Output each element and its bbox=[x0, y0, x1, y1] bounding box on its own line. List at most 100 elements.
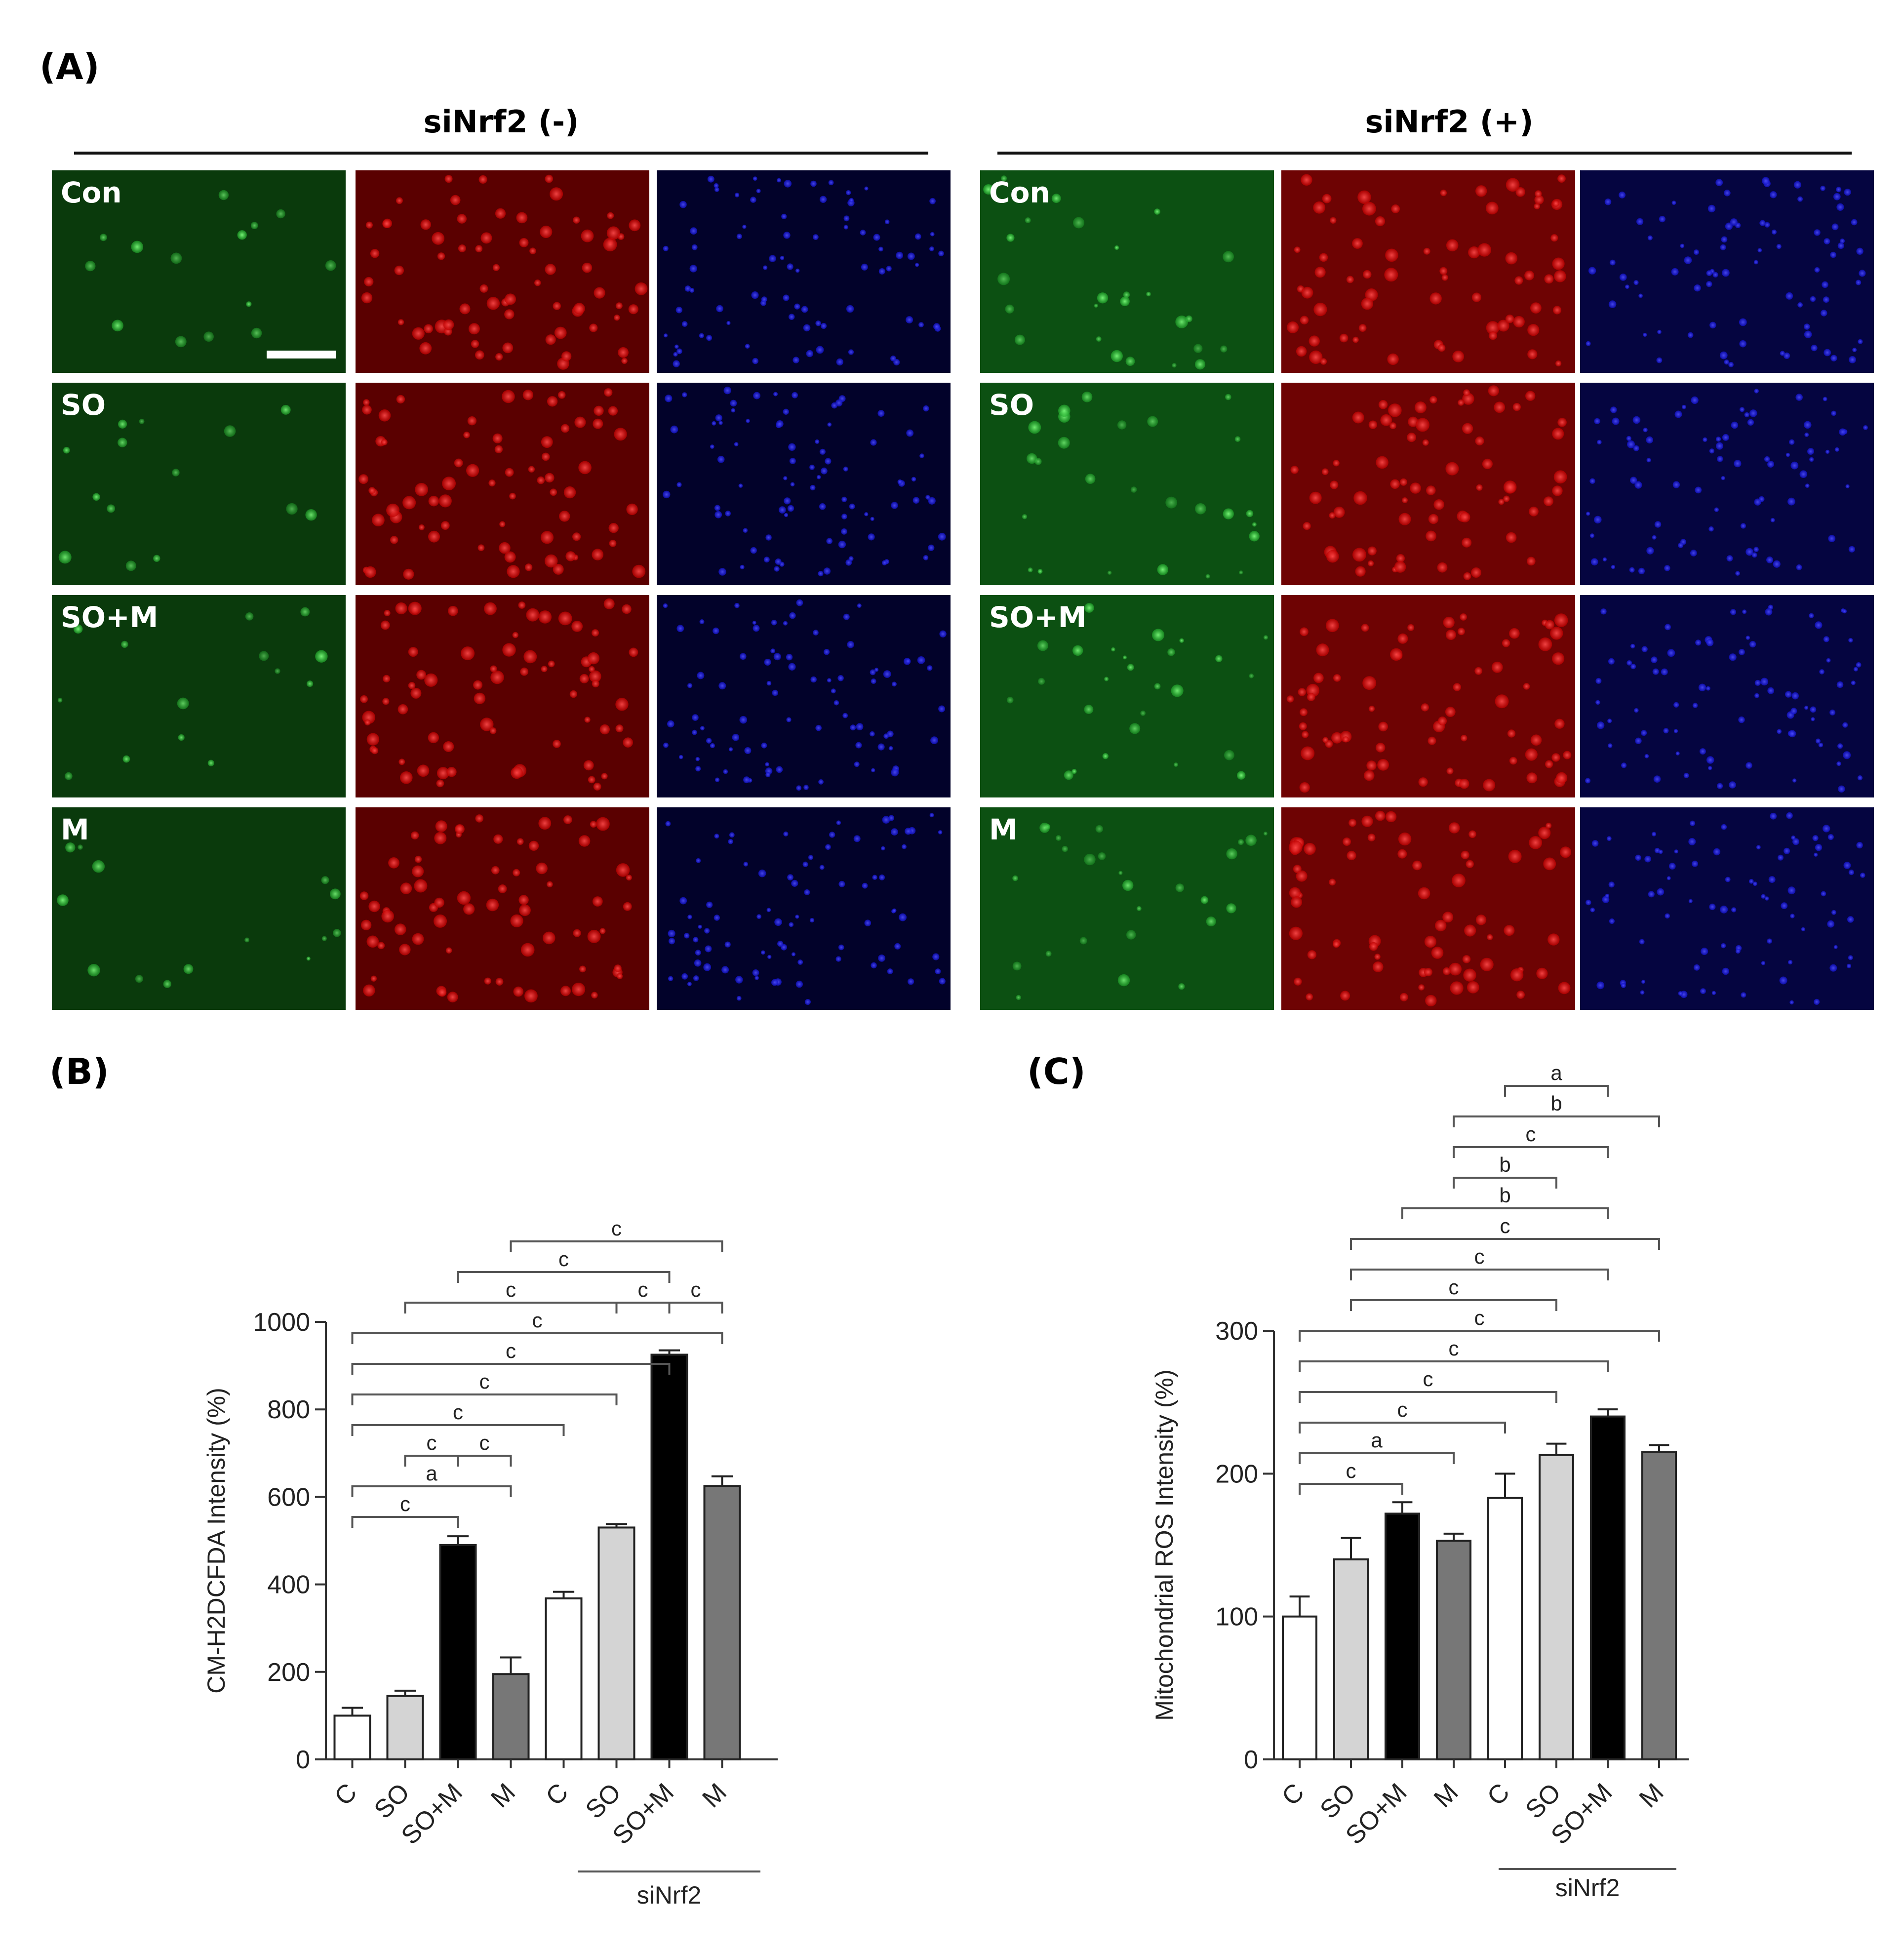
cell-spot bbox=[1426, 530, 1437, 542]
cell-spot bbox=[1399, 993, 1408, 1001]
chart-c-significance-bracket bbox=[1350, 1269, 1609, 1280]
cell-spot bbox=[1797, 302, 1803, 308]
cell-spot bbox=[1457, 628, 1465, 636]
cell-spot bbox=[1753, 547, 1759, 552]
cell-spot bbox=[1688, 837, 1696, 845]
cell-spot bbox=[629, 219, 641, 232]
cell-spot bbox=[495, 978, 504, 986]
cell-spot bbox=[732, 734, 740, 741]
cell-spot bbox=[1822, 281, 1828, 288]
cell-spot bbox=[740, 653, 747, 660]
cell-spot bbox=[131, 240, 144, 253]
cell-spot bbox=[489, 727, 497, 734]
cell-spot bbox=[1709, 448, 1714, 454]
cell-spot bbox=[1551, 753, 1560, 762]
cell-spot bbox=[1462, 955, 1471, 963]
micrograph-plus-so-m-green bbox=[980, 595, 1274, 797]
cell-spot bbox=[1751, 552, 1757, 558]
cell-spot bbox=[1651, 656, 1658, 663]
cell-spot bbox=[1770, 191, 1777, 199]
cell-spot bbox=[1739, 407, 1745, 412]
cell-spot bbox=[603, 238, 617, 252]
cell-spot bbox=[1678, 542, 1684, 548]
cell-spot bbox=[1062, 845, 1068, 852]
cell-spot bbox=[938, 532, 946, 541]
cell-spot bbox=[604, 388, 613, 397]
cell-spot bbox=[1390, 479, 1400, 489]
cell-spot bbox=[491, 866, 500, 875]
cell-spot bbox=[792, 392, 798, 398]
cell-spot bbox=[1461, 850, 1469, 860]
cell-spot bbox=[691, 244, 698, 250]
chart-b-significance-label: c bbox=[453, 1400, 463, 1424]
cell-spot bbox=[1739, 649, 1745, 655]
cell-spot bbox=[1322, 194, 1332, 203]
chart-b-x-tick-label: SO+M bbox=[396, 1778, 468, 1850]
cell-spot bbox=[57, 894, 69, 906]
cell-spot bbox=[1608, 881, 1615, 888]
cell-spot bbox=[864, 512, 869, 517]
cell-spot bbox=[436, 779, 444, 788]
cell-spot bbox=[1309, 335, 1320, 347]
cell-spot bbox=[372, 514, 385, 526]
cell-spot bbox=[1547, 933, 1560, 946]
cell-spot bbox=[1738, 716, 1745, 723]
cell-spot bbox=[218, 190, 229, 200]
cell-spot bbox=[1633, 280, 1639, 285]
cell-spot bbox=[468, 323, 480, 335]
chart-b-x-tick-label: C bbox=[329, 1778, 362, 1811]
cell-spot bbox=[1238, 839, 1244, 845]
chart-b-bar bbox=[650, 1353, 688, 1760]
cell-spot bbox=[1773, 560, 1781, 568]
cell-spot bbox=[445, 947, 452, 954]
cell-spot bbox=[1471, 292, 1481, 302]
cell-spot bbox=[1464, 924, 1476, 937]
chart-b-y-tick-label: 1000 bbox=[253, 1308, 310, 1337]
cell-spot bbox=[112, 319, 123, 332]
cell-spot bbox=[1475, 185, 1487, 197]
cell-spot bbox=[1388, 403, 1402, 417]
row-label-so-plus: SO bbox=[989, 388, 1034, 422]
cell-spot bbox=[766, 680, 772, 686]
cell-spot bbox=[545, 174, 554, 183]
micrograph-background bbox=[980, 383, 1274, 585]
cell-spot bbox=[1830, 355, 1837, 361]
cell-spot bbox=[536, 862, 548, 875]
cell-spot bbox=[553, 302, 561, 310]
cell-spot bbox=[371, 747, 379, 755]
cell-spot bbox=[789, 458, 796, 464]
cell-spot bbox=[1823, 296, 1829, 303]
cell-spot bbox=[784, 497, 791, 505]
chart-c-x-tick-label: M bbox=[1428, 1778, 1464, 1813]
cell-spot bbox=[1708, 766, 1712, 770]
cell-spot bbox=[626, 875, 632, 881]
cell-spot bbox=[1546, 823, 1552, 829]
cell-spot bbox=[1797, 196, 1803, 202]
cell-spot bbox=[1814, 267, 1820, 273]
cell-spot bbox=[583, 760, 594, 771]
cell-spot bbox=[716, 305, 723, 313]
cell-spot bbox=[810, 180, 817, 187]
cell-spot bbox=[706, 335, 713, 341]
cell-spot bbox=[623, 902, 632, 911]
cell-spot bbox=[882, 560, 887, 566]
cell-spot bbox=[599, 928, 606, 934]
cell-spot bbox=[1294, 977, 1302, 986]
cell-spot bbox=[713, 627, 719, 635]
cell-spot bbox=[65, 842, 76, 853]
cell-spot bbox=[1809, 613, 1814, 619]
cell-spot bbox=[1422, 439, 1429, 446]
chart-c-bar bbox=[1590, 1415, 1626, 1761]
cell-spot bbox=[1595, 700, 1600, 705]
micrograph-background bbox=[1281, 595, 1575, 797]
cell-spot bbox=[843, 466, 848, 472]
cell-spot bbox=[446, 767, 457, 777]
cell-spot bbox=[1437, 344, 1446, 352]
cell-spot bbox=[1514, 276, 1523, 285]
cell-spot bbox=[1706, 756, 1714, 764]
cell-spot bbox=[628, 304, 638, 315]
cell-spot bbox=[707, 175, 714, 183]
cell-spot bbox=[663, 603, 668, 608]
cell-spot bbox=[841, 514, 847, 519]
cell-spot bbox=[397, 704, 408, 715]
